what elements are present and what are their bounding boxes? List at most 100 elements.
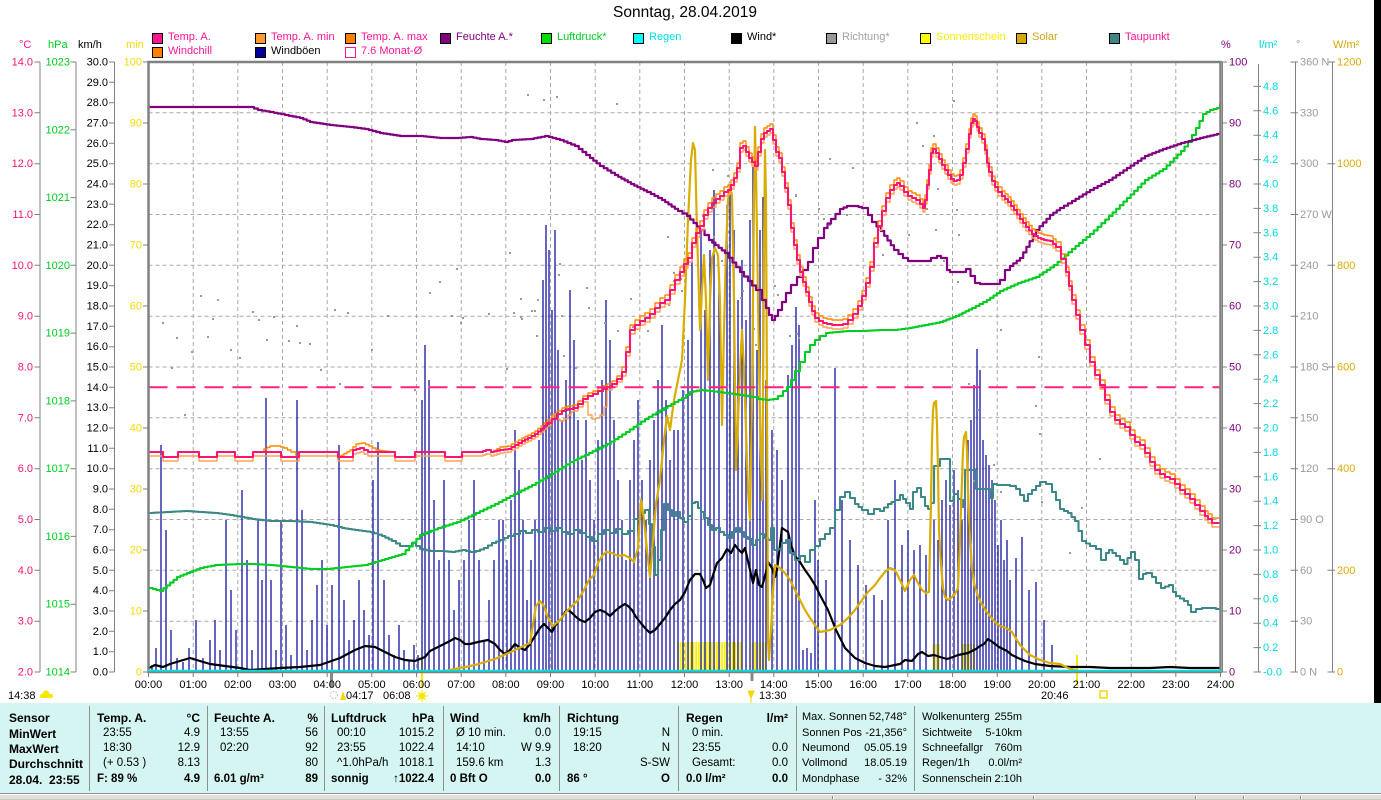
svg-text:01:00: 01:00 (179, 679, 207, 691)
svg-text:4.2: 4.2 (1263, 154, 1278, 166)
svg-text:9.0: 9.0 (93, 484, 108, 496)
svg-text:14.0: 14.0 (87, 382, 108, 394)
svg-text:1018: 1018 (46, 395, 70, 407)
svg-text:1000: 1000 (1337, 158, 1361, 170)
svg-text:210: 210 (1300, 311, 1318, 323)
svg-text:0.6: 0.6 (1263, 593, 1278, 605)
svg-text:2.6: 2.6 (1263, 349, 1278, 361)
svg-text:23:00: 23:00 (1162, 679, 1190, 691)
svg-text:16:00: 16:00 (849, 679, 877, 691)
svg-text:2.0: 2.0 (1263, 423, 1278, 435)
svg-text:30: 30 (130, 484, 142, 496)
svg-text:25.0: 25.0 (87, 158, 108, 170)
svg-text:03:00: 03:00 (269, 679, 297, 691)
svg-text:-0.0: -0.0 (1263, 667, 1282, 679)
svg-text:05:00: 05:00 (358, 679, 386, 691)
svg-text:2.0: 2.0 (93, 626, 108, 638)
svg-text:15.0: 15.0 (87, 362, 108, 374)
svg-text:90: 90 (130, 118, 142, 130)
svg-text:0.8: 0.8 (1263, 569, 1278, 581)
svg-text:1.6: 1.6 (1263, 471, 1278, 483)
svg-text:10: 10 (1229, 606, 1241, 618)
svg-text:4.4: 4.4 (1263, 130, 1278, 142)
svg-text:1016: 1016 (46, 531, 70, 543)
svg-text:200: 200 (1337, 565, 1355, 577)
svg-text:0: 0 (136, 667, 142, 679)
svg-text:300: 300 (1300, 158, 1318, 170)
svg-text:240: 240 (1300, 260, 1318, 272)
svg-text:09:00: 09:00 (537, 679, 565, 691)
svg-text:18:00: 18:00 (939, 679, 967, 691)
svg-text:90 O: 90 O (1300, 514, 1324, 526)
svg-text:1.8: 1.8 (1263, 447, 1278, 459)
svg-text:270 W: 270 W (1300, 209, 1332, 221)
svg-text:150: 150 (1300, 412, 1318, 424)
svg-text:4.0: 4.0 (18, 565, 33, 577)
svg-text:60: 60 (1300, 565, 1312, 577)
svg-text:13.0: 13.0 (87, 402, 108, 414)
svg-text:29.0: 29.0 (87, 77, 108, 89)
svg-text:0.0: 0.0 (93, 667, 108, 679)
svg-text:22.0: 22.0 (87, 219, 108, 231)
svg-text:30: 30 (1229, 484, 1241, 496)
svg-text:3.0: 3.0 (93, 606, 108, 618)
svg-text:180 S: 180 S (1300, 362, 1329, 374)
svg-text:30: 30 (1300, 616, 1312, 628)
svg-text:4.6: 4.6 (1263, 105, 1278, 117)
svg-text:330: 330 (1300, 107, 1318, 119)
svg-text:5.0: 5.0 (18, 514, 33, 526)
svg-text:50: 50 (1229, 362, 1241, 374)
svg-text:20:00: 20:00 (1028, 679, 1056, 691)
svg-text:3.0: 3.0 (18, 616, 33, 628)
svg-text:100: 100 (124, 57, 142, 69)
svg-text:0: 0 (1337, 667, 1343, 679)
svg-text:06:00: 06:00 (403, 679, 431, 691)
svg-text:80: 80 (1229, 179, 1241, 191)
svg-text:21:00: 21:00 (1073, 679, 1101, 691)
svg-text:20.0: 20.0 (87, 260, 108, 272)
svg-text:10:00: 10:00 (581, 679, 609, 691)
svg-text:14.0: 14.0 (12, 57, 33, 69)
svg-text:11.0: 11.0 (12, 209, 33, 221)
svg-text:7.0: 7.0 (18, 412, 33, 424)
svg-text:18.0: 18.0 (87, 301, 108, 313)
svg-text:12:00: 12:00 (671, 679, 699, 691)
svg-text:8.0: 8.0 (18, 362, 33, 374)
svg-text:0 N: 0 N (1300, 667, 1317, 679)
svg-text:90: 90 (1229, 118, 1241, 130)
svg-text:20: 20 (1229, 545, 1241, 557)
svg-text:3.2: 3.2 (1263, 276, 1278, 288)
svg-text:3.8: 3.8 (1263, 203, 1278, 215)
svg-text:20: 20 (130, 545, 142, 557)
svg-text:11:00: 11:00 (626, 679, 653, 691)
svg-text:14:00: 14:00 (760, 679, 788, 691)
svg-text:4.0: 4.0 (1263, 179, 1278, 191)
svg-text:0.2: 0.2 (1263, 642, 1278, 654)
svg-text:6.0: 6.0 (93, 545, 108, 557)
svg-text:9.0: 9.0 (18, 311, 33, 323)
svg-text:1.2: 1.2 (1263, 520, 1278, 532)
svg-text:16.0: 16.0 (87, 341, 108, 353)
svg-text:23.0: 23.0 (87, 199, 108, 211)
svg-text:1021: 1021 (46, 192, 70, 204)
svg-text:30.0: 30.0 (87, 57, 108, 69)
svg-text:2.2: 2.2 (1263, 398, 1278, 410)
svg-text:120: 120 (1300, 463, 1318, 475)
svg-text:15:00: 15:00 (805, 679, 833, 691)
svg-text:40: 40 (1229, 423, 1241, 435)
svg-text:70: 70 (1229, 240, 1241, 252)
svg-text:26.0: 26.0 (87, 138, 108, 150)
svg-text:600: 600 (1337, 362, 1355, 374)
svg-text:19:00: 19:00 (983, 679, 1011, 691)
svg-text:40: 40 (130, 423, 142, 435)
svg-text:3.0: 3.0 (1263, 301, 1278, 313)
svg-text:1.0: 1.0 (93, 646, 108, 658)
svg-text:10: 10 (130, 606, 142, 618)
svg-text:17:00: 17:00 (894, 679, 922, 691)
svg-text:100: 100 (1229, 57, 1247, 69)
svg-text:2.0: 2.0 (18, 667, 33, 679)
svg-text:2.8: 2.8 (1263, 325, 1278, 337)
svg-text:00:00: 00:00 (135, 679, 163, 691)
svg-text:3.4: 3.4 (1263, 252, 1278, 264)
svg-text:04:00: 04:00 (313, 679, 341, 691)
